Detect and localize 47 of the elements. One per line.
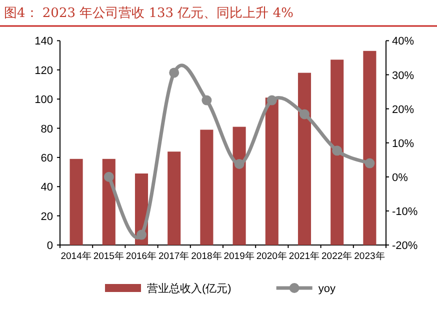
point [136, 230, 146, 240]
y2-tick-label: -10% [392, 206, 418, 218]
legend-label: yoy [318, 283, 336, 295]
y2-tick-label: -20% [392, 240, 418, 252]
x-tick-label: 2022年 [322, 250, 353, 262]
legend-label: 营业总收入(亿元) [147, 282, 232, 295]
point [169, 68, 180, 78]
x-tick-label: 2020年 [256, 250, 288, 262]
chart-title: 图4： 2023 年公司营收 133 亿元、同比上升 4% [4, 6, 294, 21]
x-tick-label: 2019年 [224, 250, 255, 262]
y2-tick-label: 0% [392, 172, 408, 184]
bar [232, 126, 246, 245]
y2-tick-label: 10% [392, 138, 414, 150]
bar [168, 152, 181, 245]
point [202, 95, 212, 106]
y-tick-label: 40 [40, 182, 53, 194]
x-tick-label: 2018年 [191, 250, 222, 262]
bar [363, 50, 376, 245]
point [364, 158, 375, 168]
bar [330, 60, 344, 245]
bar [265, 98, 278, 245]
y2-tick-label: 30% [392, 70, 414, 82]
bar [200, 130, 214, 245]
y-tick-label: 120 [34, 64, 53, 77]
point [332, 146, 342, 156]
y-tick-label: 0 [46, 240, 53, 252]
point [300, 109, 310, 120]
y2-tick-label: 40% [392, 36, 414, 48]
x-tick-label: 2015年 [93, 250, 124, 262]
x-tick-label: 2023年 [354, 250, 386, 262]
x-tick-label: 2014年 [60, 250, 92, 262]
bar [298, 72, 312, 245]
x-tick-label: 2016年 [126, 250, 158, 262]
point [266, 95, 277, 106]
legend-yoy: yoy [276, 283, 336, 295]
y-tick-label: 100 [34, 94, 53, 106]
point [234, 158, 244, 169]
y-tick-label: 60 [40, 152, 53, 164]
bar [70, 158, 83, 245]
x-tick-label: 2021年 [288, 250, 320, 262]
y-tick-label: 80 [40, 123, 53, 136]
legend-营业总收入(亿元): 营业总收入(亿元) [105, 283, 232, 295]
x-tick-label: 2017年 [158, 250, 190, 262]
y2-tick-label: 20% [392, 104, 414, 116]
y-tick-label: 20 [40, 210, 53, 223]
point [104, 172, 114, 182]
y-tick-label: 140 [34, 36, 53, 48]
